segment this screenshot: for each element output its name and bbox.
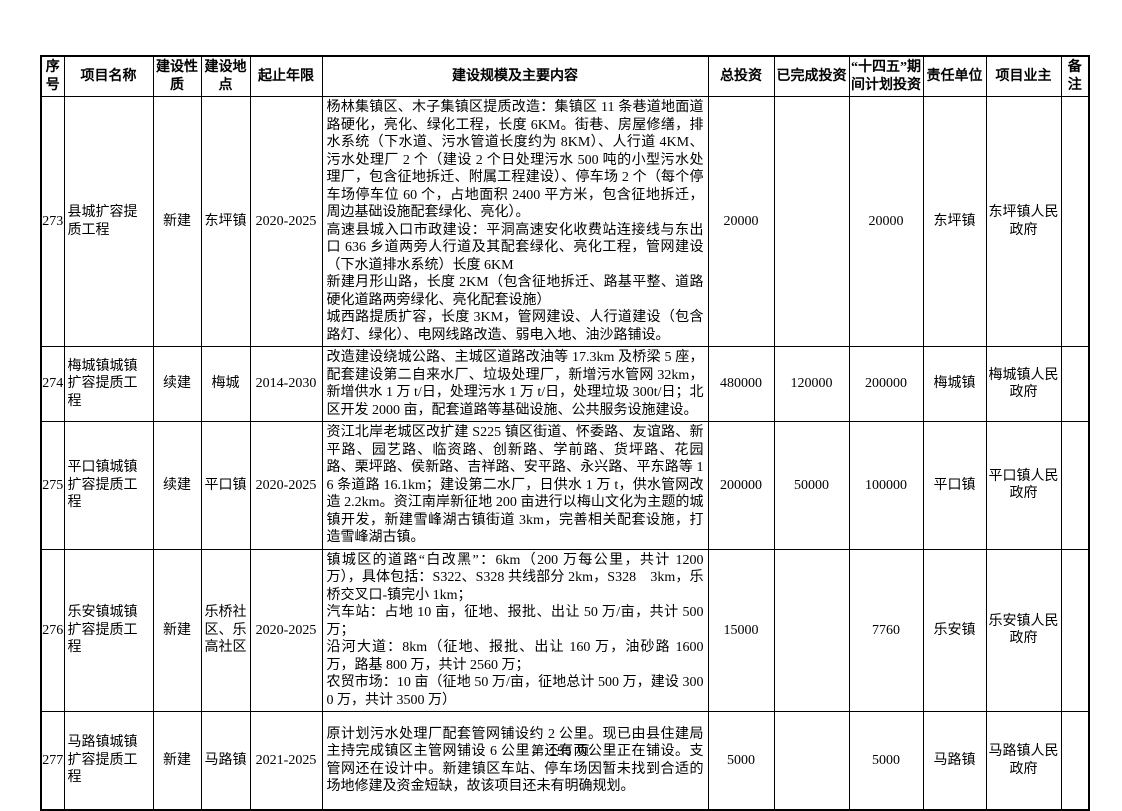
cell-completed-investment: 120000 (773, 346, 850, 422)
page-number: 155 (549, 744, 573, 758)
header-years: 起止年限 (249, 55, 323, 97)
cell-remark (1060, 96, 1090, 347)
cell-location: 东坪镇 (200, 96, 251, 347)
cell-responsible-unit: 马路镇 (922, 711, 987, 811)
cell-responsible-unit: 梅城镇 (922, 346, 987, 422)
content-paragraph: 高速县城入口市政建设：平洞高速安化收费站连接线与东出口 636 乡道两旁人行道及… (326, 222, 704, 273)
cell-completed-investment (773, 548, 850, 712)
header-project-name: 项目名称 (63, 55, 154, 97)
header-location: 建设地点 (200, 55, 251, 97)
footer-suffix: 页 (576, 743, 591, 758)
cell-years: 2021-2025 (249, 711, 323, 811)
cell-scale-content: 原计划污水处理厂配套管网铺设约 2 公里。现已由县住建局主持完成镇区主管网铺设 … (321, 711, 709, 811)
cell-completed-investment (773, 711, 850, 811)
cell-completed-investment: 50000 (773, 421, 850, 550)
cell-seq: 275 (40, 421, 65, 550)
content-paragraph: 镇城区的道路“白改黑”：6km（200 万每公里，共计 1200 万），具体包括… (326, 552, 704, 603)
cell-location: 梅城 (200, 346, 251, 422)
table-row: 275 平口镇城镇扩容提质工程 续建 平口镇 2020-2025 资江北岸老城区… (40, 421, 1090, 550)
cell-scale-content: 杨林集镇区、木子集镇区提质改造：集镇区 11 条巷道地面道路硬化，亮化、绿化工程… (321, 96, 709, 347)
cell-remark (1060, 346, 1090, 422)
cell-plan-investment: 20000 (848, 96, 924, 347)
cell-nature: 续建 (152, 421, 202, 550)
cell-years: 2020-2025 (249, 421, 323, 550)
content-paragraph: 改造建设绕城公路、主城区道路改油等 17.3km 及桥梁 5 座，配套建设第二自… (326, 350, 704, 418)
cell-project-name: 平口镇城镇扩容提质工程 (63, 421, 154, 550)
cell-seq: 276 (40, 548, 65, 712)
table-row: 273 县城扩容提质工程 新建 东坪镇 2020-2025 杨林集镇区、木子集镇… (40, 96, 1090, 347)
header-seq: 序号 (40, 55, 65, 97)
header-completed-investment: 已完成投资 (773, 55, 850, 97)
cell-responsible-unit: 平口镇 (922, 421, 987, 550)
cell-location: 平口镇 (200, 421, 251, 550)
cell-owner: 乐安镇人民政府 (985, 548, 1062, 712)
cell-scale-content: 资江北岸老城区改扩建 S225 镇区街道、怀委路、友谊路、新平路、园艺路、临资路… (321, 421, 709, 550)
header-total-investment: 总投资 (707, 55, 775, 97)
cell-seq: 274 (40, 346, 65, 422)
cell-remark (1060, 421, 1090, 550)
table-row: 277 马路镇城镇扩容提质工程 新建 马路镇 2021-2025 原计划污水处理… (40, 711, 1090, 811)
footer-prefix: 第 (531, 743, 546, 758)
cell-nature: 新建 (152, 548, 202, 712)
cell-owner: 马路镇人民政府 (985, 711, 1062, 811)
cell-responsible-unit: 东坪镇 (922, 96, 987, 347)
cell-years: 2020-2025 (249, 548, 323, 712)
cell-scale-content: 镇城区的道路“白改黑”：6km（200 万每公里，共计 1200 万），具体包括… (321, 548, 709, 712)
cell-total-investment: 15000 (707, 548, 775, 712)
cell-remark (1060, 548, 1090, 712)
cell-completed-investment (773, 96, 850, 347)
cell-years: 2014-2030 (249, 346, 323, 422)
table-row: 274 梅城镇城镇扩容提质工程 续建 梅城 2014-2030 改造建设绕城公路… (40, 346, 1090, 422)
cell-plan-investment: 5000 (848, 711, 924, 811)
content-paragraph: 资江北岸老城区改扩建 S225 镇区街道、怀委路、友谊路、新平路、园艺路、临资路… (326, 425, 704, 545)
cell-nature: 续建 (152, 346, 202, 422)
header-remark: 备注 (1060, 55, 1090, 97)
cell-project-name: 县城扩容提质工程 (63, 96, 154, 347)
cell-nature: 新建 (152, 96, 202, 347)
cell-plan-investment: 100000 (848, 421, 924, 550)
cell-owner: 梅城镇人民政府 (985, 346, 1062, 422)
cell-years: 2020-2025 (249, 96, 323, 347)
cell-plan-investment: 7760 (848, 548, 924, 712)
cell-total-investment: 480000 (707, 346, 775, 422)
content-paragraph: 城西路提质扩容，长度 3KM，管网建设、人行道建设（包含路灯、绿化）、电网线路改… (326, 310, 704, 343)
table-row: 276 乐安镇城镇扩容提质工程 新建 乐桥社区、乐高社区 2020-2025 镇… (40, 548, 1090, 712)
cell-seq: 277 (40, 711, 65, 811)
table-header-row: 序号 项目名称 建设性质 建设地点 起止年限 建设规模及主要内容 总投资 已完成… (40, 55, 1090, 97)
cell-nature: 新建 (152, 711, 202, 811)
cell-plan-investment: 200000 (848, 346, 924, 422)
content-paragraph: 杨林集镇区、木子集镇区提质改造：集镇区 11 条巷道地面道路硬化，亮化、绿化工程… (326, 100, 704, 220)
content-paragraph: 汽车站：占地 10 亩，征地、报批、出让 50 万/亩，共计 500 万； (326, 605, 704, 638)
page-footer: 第 155 页 (0, 740, 1122, 759)
cell-total-investment: 20000 (707, 96, 775, 347)
cell-seq: 273 (40, 96, 65, 347)
content-paragraph: 新建月形山路，长度 2KM（包含征地拆迁、路基平整、道路硬化道路两旁绿化、亮化配… (326, 275, 704, 308)
cell-owner: 平口镇人民政府 (985, 421, 1062, 550)
cell-remark (1060, 711, 1090, 811)
header-construction-nature: 建设性质 (152, 55, 202, 97)
header-responsible-unit: 责任单位 (922, 55, 987, 97)
content-paragraph: 农贸市场：10 亩（征地 50 万/亩，征地总计 500 万，建设 3000 万… (326, 675, 704, 708)
header-scale-content: 建设规模及主要内容 (321, 55, 709, 97)
cell-project-name: 梅城镇城镇扩容提质工程 (63, 346, 154, 422)
cell-project-name: 乐安镇城镇扩容提质工程 (63, 548, 154, 712)
cell-location: 马路镇 (200, 711, 251, 811)
cell-scale-content: 改造建设绕城公路、主城区道路改油等 17.3km 及桥梁 5 座，配套建设第二自… (321, 346, 709, 422)
cell-project-name: 马路镇城镇扩容提质工程 (63, 711, 154, 811)
cell-total-investment: 5000 (707, 711, 775, 811)
content-paragraph: 原计划污水处理厂配套管网铺设约 2 公里。现已由县住建局主持完成镇区主管网铺设 … (326, 726, 704, 795)
cell-owner: 东坪镇人民政府 (985, 96, 1062, 347)
header-plan-investment: “十四五”期间计划投资 (848, 55, 924, 97)
header-owner: 项目业主 (985, 55, 1062, 97)
cell-responsible-unit: 乐安镇 (922, 548, 987, 712)
content-paragraph: 沿河大道：8km（征地、报批、出让 160 万，油砂路 1600 万，路基 80… (326, 640, 704, 673)
projects-table: 序号 项目名称 建设性质 建设地点 起止年限 建设规模及主要内容 总投资 已完成… (40, 55, 1090, 811)
cell-location: 乐桥社区、乐高社区 (200, 548, 251, 712)
document-page: 序号 项目名称 建设性质 建设地点 起止年限 建设规模及主要内容 总投资 已完成… (40, 55, 1090, 811)
cell-total-investment: 200000 (707, 421, 775, 550)
